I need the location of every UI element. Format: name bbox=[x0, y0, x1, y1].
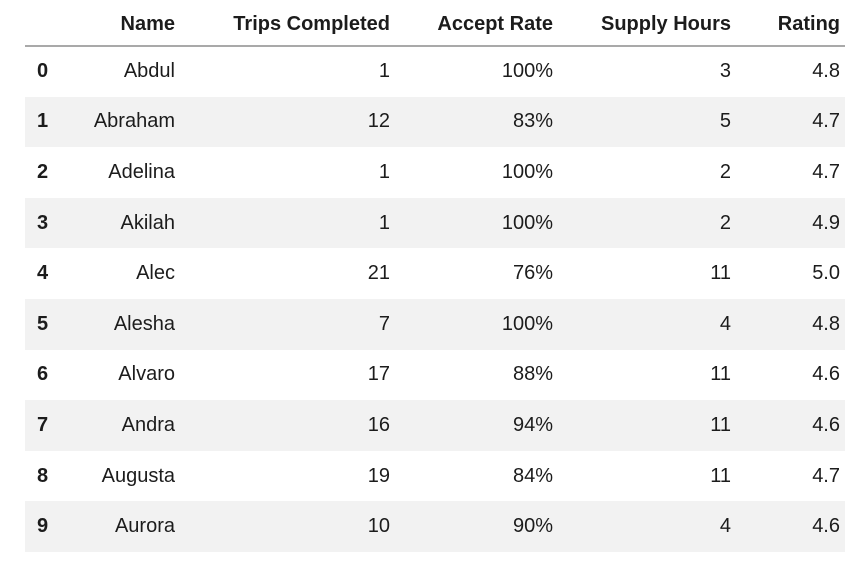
col-header-supply-hours: Supply Hours bbox=[558, 0, 736, 47]
cell-supply-hours: 11 bbox=[710, 464, 731, 487]
cell-name: Andra bbox=[121, 413, 175, 436]
col-header-trips-completed: Trips Completed bbox=[180, 0, 395, 47]
cell-accept-rate: 94% bbox=[512, 413, 553, 436]
cell-name: Alvaro bbox=[118, 363, 175, 386]
row-index: 6 bbox=[37, 363, 49, 386]
cell-rating: 5.0 bbox=[812, 262, 840, 285]
dataframe-output: Name Trips Completed Accept Rate Supply … bbox=[25, 0, 845, 552]
row-index: 5 bbox=[37, 312, 49, 335]
cell-rating: 4.7 bbox=[812, 160, 840, 183]
row-index: 1 bbox=[37, 110, 49, 133]
cell-supply-hours: 11 bbox=[710, 363, 731, 386]
row-index: 0 bbox=[37, 60, 49, 83]
cell-rating: 4.6 bbox=[812, 413, 840, 436]
cell-accept-rate: 84% bbox=[512, 464, 553, 487]
cell-trips-completed: 16 bbox=[367, 413, 390, 436]
cell-trips-completed: 19 bbox=[367, 464, 390, 487]
header-row: Name Trips Completed Accept Rate Supply … bbox=[25, 0, 845, 47]
cell-name: Abdul bbox=[123, 60, 175, 83]
cell-name: Aurora bbox=[114, 515, 175, 538]
cell-trips-completed: 12 bbox=[367, 110, 390, 133]
cell-accept-rate: 83% bbox=[512, 110, 553, 133]
cell-name: Abraham bbox=[93, 110, 175, 133]
cell-supply-hours: 4 bbox=[719, 312, 731, 335]
cell-accept-rate: 100% bbox=[501, 60, 553, 83]
cell-rating: 4.7 bbox=[812, 464, 840, 487]
cell-accept-rate: 76% bbox=[512, 262, 553, 285]
cell-supply-hours: 11 bbox=[710, 262, 731, 285]
cell-name: Adelina bbox=[108, 160, 175, 183]
driver-stats-table: Name Trips Completed Accept Rate Supply … bbox=[25, 0, 845, 552]
cell-rating: 4.6 bbox=[812, 363, 840, 386]
cell-name: Augusta bbox=[101, 464, 175, 487]
table-row: 2 Adelina 1 100% 2 4.7 bbox=[25, 147, 845, 198]
cell-rating: 4.6 bbox=[812, 515, 840, 538]
cell-trips-completed: 1 bbox=[378, 211, 390, 234]
row-index: 7 bbox=[37, 413, 49, 436]
cell-accept-rate: 100% bbox=[501, 160, 553, 183]
row-index: 4 bbox=[37, 262, 49, 285]
cell-trips-completed: 17 bbox=[367, 363, 390, 386]
cell-rating: 4.9 bbox=[812, 211, 840, 234]
cell-accept-rate: 88% bbox=[512, 363, 553, 386]
table-row: 5 Alesha 7 100% 4 4.8 bbox=[25, 298, 845, 350]
col-header-rating: Rating bbox=[736, 0, 845, 47]
cell-name: Alec bbox=[136, 262, 175, 285]
row-index: 9 bbox=[37, 515, 49, 538]
cell-trips-completed: 10 bbox=[367, 515, 390, 538]
table-row: 0 Abdul 1 100% 3 4.8 bbox=[25, 46, 845, 97]
cell-supply-hours: 5 bbox=[719, 110, 731, 133]
table-row: 8 Augusta 19 84% 11 4.7 bbox=[25, 450, 845, 502]
cell-trips-completed: 21 bbox=[367, 262, 390, 285]
col-header-index bbox=[25, 0, 70, 47]
row-index: 2 bbox=[37, 160, 49, 183]
cell-supply-hours: 3 bbox=[719, 60, 731, 83]
row-index: 3 bbox=[37, 211, 49, 234]
table-row: 7 Andra 16 94% 11 4.6 bbox=[25, 400, 845, 451]
cell-name: Alesha bbox=[113, 312, 175, 335]
cell-rating: 4.7 bbox=[812, 110, 840, 133]
cell-trips-completed: 7 bbox=[378, 312, 390, 335]
table-row: 4 Alec 21 76% 11 5.0 bbox=[25, 248, 845, 299]
cell-rating: 4.8 bbox=[812, 312, 840, 335]
table-row: 1 Abraham 12 83% 5 4.7 bbox=[25, 96, 845, 148]
col-header-name: Name bbox=[70, 0, 180, 47]
table-row: 6 Alvaro 17 88% 11 4.6 bbox=[25, 349, 845, 401]
row-index: 8 bbox=[37, 464, 49, 487]
table-row: 9 Aurora 10 90% 4 4.6 bbox=[25, 501, 845, 552]
table-row: 3 Akilah 1 100% 2 4.9 bbox=[25, 197, 845, 249]
cell-supply-hours: 11 bbox=[710, 413, 731, 436]
cell-trips-completed: 1 bbox=[378, 160, 390, 183]
cell-name: Akilah bbox=[120, 211, 175, 234]
cell-supply-hours: 4 bbox=[719, 515, 731, 538]
cell-trips-completed: 1 bbox=[378, 60, 390, 83]
cell-accept-rate: 100% bbox=[501, 312, 553, 335]
cell-rating: 4.8 bbox=[812, 60, 840, 83]
cell-accept-rate: 100% bbox=[501, 211, 553, 234]
cell-supply-hours: 2 bbox=[719, 160, 731, 183]
cell-supply-hours: 2 bbox=[719, 211, 731, 234]
cell-accept-rate: 90% bbox=[512, 515, 553, 538]
col-header-accept-rate: Accept Rate bbox=[395, 0, 558, 47]
